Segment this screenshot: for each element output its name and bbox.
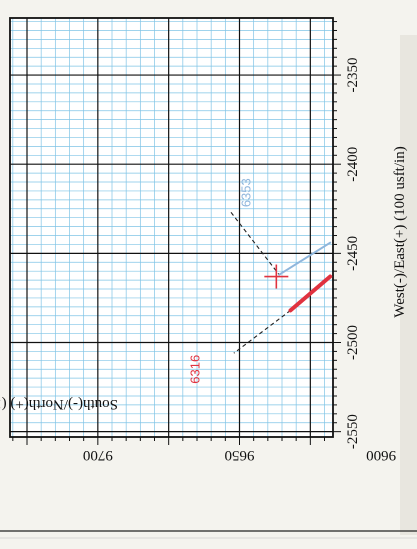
series-layer: 6353 6316 [188, 178, 333, 384]
well-path-6353 [278, 241, 332, 276]
minor-grid [10, 18, 333, 437]
east-tick-label: -2400 [345, 147, 361, 182]
east-tick-label: -2450 [345, 236, 361, 271]
east-tick-label: -2500 [345, 325, 361, 360]
page-edge-strip [400, 35, 417, 535]
east-tick-label: -2550 [345, 414, 361, 449]
well-label-6316: 6316 [188, 355, 203, 384]
east-tick-label: -2350 [345, 58, 361, 93]
well-path-6316 [288, 274, 333, 313]
plot-area [10, 18, 333, 437]
tick-layer: -2350 -2400 -2450 -2500 -2550 9700 9650 9600 [12, 21, 396, 463]
tie-line [233, 309, 291, 354]
north-tick-label: 9600 [366, 447, 396, 463]
north-axis-title: South(-)/North(+) (100 usft/in) [0, 396, 118, 412]
major-grid [9, 17, 334, 438]
plot-frame [9, 17, 334, 438]
north-tick-label: 9650 [225, 447, 255, 463]
well-label-6353: 6353 [239, 178, 254, 207]
north-tick-label: 9700 [83, 447, 113, 463]
tie-line [230, 212, 280, 276]
east-axis-title: West(-)/East(+) (100 usft/in) [392, 146, 408, 317]
